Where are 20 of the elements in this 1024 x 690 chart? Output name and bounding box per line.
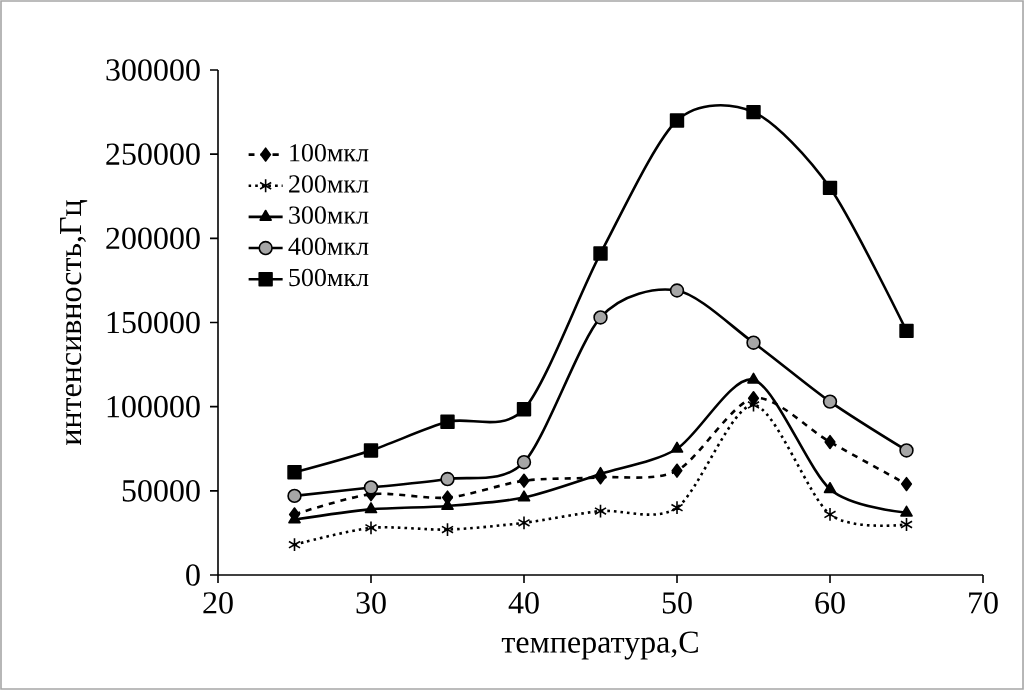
y-tick-label: 150000: [107, 311, 200, 334]
y-tick-label: 250000: [106, 143, 200, 165]
x-tick-label: 20: [203, 592, 233, 614]
x-tick-label: 30: [356, 592, 386, 614]
x-tick-label: 50: [662, 592, 692, 614]
y-tick-label: 100000: [107, 395, 200, 418]
x-tick-label: 60: [815, 592, 845, 614]
legend-label: 200мкл: [289, 175, 369, 193]
legend-label: 300мкл: [289, 206, 369, 224]
x-axis-title: температура,С: [501, 631, 698, 660]
legend-label: 400мкл: [288, 237, 369, 256]
y-tick-label: 200000: [106, 227, 200, 250]
x-tick-label: 40: [508, 592, 539, 614]
x-tick-label: 70: [969, 592, 998, 614]
y-axis-title: интенсивность,Гц: [60, 200, 88, 446]
legend-label: 500мкл: [289, 268, 369, 287]
y-tick-label: 0: [186, 564, 200, 586]
y-tick-label: 300000: [106, 59, 200, 81]
y-tick-label: 50000: [122, 480, 200, 502]
legend-label: 100мкл: [290, 144, 369, 162]
